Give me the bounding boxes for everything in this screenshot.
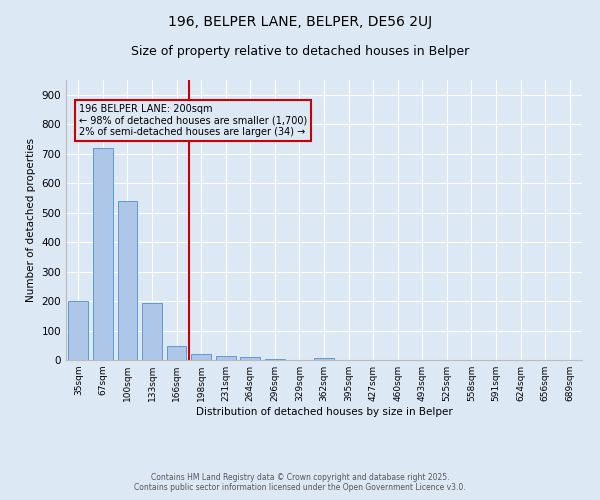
Text: Contains HM Land Registry data © Crown copyright and database right 2025.: Contains HM Land Registry data © Crown c…: [151, 474, 449, 482]
Bar: [93, 148, 113, 360]
Bar: [142, 302, 162, 360]
Text: Contains public sector information licensed under the Open Government Licence v3: Contains public sector information licen…: [134, 484, 466, 492]
Bar: [265, 358, 284, 360]
X-axis label: Distribution of detached houses by size in Belper: Distribution of detached houses by size …: [196, 407, 452, 417]
Text: Size of property relative to detached houses in Belper: Size of property relative to detached ho…: [131, 45, 469, 58]
Bar: [167, 346, 187, 360]
Bar: [118, 201, 137, 360]
Text: 196, BELPER LANE, BELPER, DE56 2UJ: 196, BELPER LANE, BELPER, DE56 2UJ: [168, 15, 432, 29]
Bar: [314, 358, 334, 360]
Bar: [68, 301, 88, 360]
Text: 196 BELPER LANE: 200sqm
← 98% of detached houses are smaller (1,700)
2% of semi-: 196 BELPER LANE: 200sqm ← 98% of detache…: [79, 104, 307, 137]
Bar: [241, 357, 260, 360]
Bar: [216, 356, 236, 360]
Bar: [191, 354, 211, 360]
Y-axis label: Number of detached properties: Number of detached properties: [26, 138, 36, 302]
